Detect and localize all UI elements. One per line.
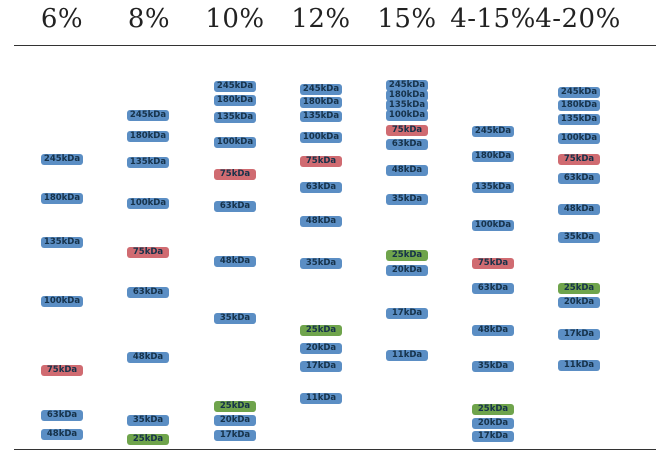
band-48kda-12pct: 48kDa — [300, 215, 342, 227]
band-48kda-10pct: 48kDa — [214, 255, 256, 267]
band-63kda-8pct: 63kDa — [127, 286, 169, 298]
band-35kda-10pct: 35kDa — [214, 312, 256, 324]
band-17kda-10pct: 17kDa — [214, 429, 256, 441]
lane-header-10: 10% — [205, 4, 265, 34]
band-245kda-15pct: 245kDa — [386, 79, 428, 91]
band-35kda-15pct: 35kDa — [386, 193, 428, 205]
band-25kda-8pct: 25kDa — [127, 433, 169, 445]
band-100kda-8pct: 100kDa — [127, 197, 169, 209]
band-11kda-4-20pct: 11kDa — [558, 359, 600, 371]
band-75kda-12pct: 75kDa — [300, 155, 342, 167]
band-245kda-12pct: 245kDa — [300, 83, 342, 95]
band-25kda-12pct: 25kDa — [300, 324, 342, 336]
band-11kda-15pct: 11kDa — [386, 349, 428, 361]
band-20kda-12pct: 20kDa — [300, 342, 342, 354]
band-245kda-4-15pct: 245kDa — [472, 125, 514, 137]
band-135kda-15pct: 135kDa — [386, 99, 428, 111]
band-35kda-8pct: 35kDa — [127, 414, 169, 426]
band-63kda-12pct: 63kDa — [300, 181, 342, 193]
band-245kda-8pct: 245kDa — [127, 109, 169, 121]
band-245kda-10pct: 245kDa — [214, 80, 256, 92]
band-25kda-4-20pct: 25kDa — [558, 282, 600, 294]
lane-header-12: 12% — [291, 4, 351, 34]
lane-header-4-20: 4-20% — [535, 4, 621, 34]
band-75kda-4-20pct: 75kDa — [558, 153, 600, 165]
band-17kda-12pct: 17kDa — [300, 360, 342, 372]
band-75kda-10pct: 75kDa — [214, 168, 256, 180]
band-25kda-4-15pct: 25kDa — [472, 403, 514, 415]
band-48kda-4-20pct: 48kDa — [558, 203, 600, 215]
band-135kda-4-20pct: 135kDa — [558, 113, 600, 125]
band-75kda-4-15pct: 75kDa — [472, 257, 514, 269]
band-75kda-15pct: 75kDa — [386, 124, 428, 136]
band-180kda-10pct: 180kDa — [214, 94, 256, 106]
band-48kda-4-15pct: 48kDa — [472, 324, 514, 336]
band-63kda-4-20pct: 63kDa — [558, 172, 600, 184]
band-100kda-15pct: 100kDa — [386, 109, 428, 121]
band-35kda-12pct: 35kDa — [300, 257, 342, 269]
band-245kda-4-20pct: 245kDa — [558, 86, 600, 98]
band-100kda-12pct: 100kDa — [300, 131, 342, 143]
lane-header-4-15: 4-15% — [450, 4, 536, 34]
band-63kda-6pct: 63kDa — [41, 409, 83, 421]
band-100kda-6pct: 100kDa — [41, 295, 83, 307]
footer-rule — [14, 449, 656, 450]
band-135kda-10pct: 135kDa — [214, 111, 256, 123]
band-100kda-10pct: 100kDa — [214, 136, 256, 148]
band-35kda-4-20pct: 35kDa — [558, 231, 600, 243]
band-63kda-15pct: 63kDa — [386, 138, 428, 150]
band-180kda-4-20pct: 180kDa — [558, 99, 600, 111]
band-180kda-6pct: 180kDa — [41, 192, 83, 204]
band-135kda-4-15pct: 135kDa — [472, 181, 514, 193]
band-35kda-4-15pct: 35kDa — [472, 360, 514, 372]
band-17kda-4-20pct: 17kDa — [558, 328, 600, 340]
band-135kda-8pct: 135kDa — [127, 156, 169, 168]
band-180kda-15pct: 180kDa — [386, 89, 428, 101]
band-63kda-4-15pct: 63kDa — [472, 282, 514, 294]
band-48kda-15pct: 48kDa — [386, 164, 428, 176]
band-180kda-8pct: 180kDa — [127, 130, 169, 142]
header-rule — [14, 45, 656, 46]
band-25kda-15pct: 25kDa — [386, 249, 428, 261]
band-20kda-10pct: 20kDa — [214, 414, 256, 426]
band-48kda-8pct: 48kDa — [127, 351, 169, 363]
band-25kda-10pct: 25kDa — [214, 400, 256, 412]
band-17kda-15pct: 17kDa — [386, 307, 428, 319]
band-75kda-8pct: 75kDa — [127, 246, 169, 258]
lane-header-6: 6% — [40, 4, 84, 34]
band-100kda-4-15pct: 100kDa — [472, 219, 514, 231]
band-11kda-12pct: 11kDa — [300, 392, 342, 404]
band-20kda-4-15pct: 20kDa — [472, 417, 514, 429]
band-20kda-4-20pct: 20kDa — [558, 296, 600, 308]
band-245kda-6pct: 245kDa — [41, 153, 83, 165]
band-20kda-15pct: 20kDa — [386, 264, 428, 276]
band-135kda-12pct: 135kDa — [300, 110, 342, 122]
band-48kda-6pct: 48kDa — [41, 428, 83, 440]
band-63kda-10pct: 63kDa — [214, 200, 256, 212]
band-100kda-4-20pct: 100kDa — [558, 132, 600, 144]
lane-header-15: 15% — [377, 4, 437, 34]
band-180kda-12pct: 180kDa — [300, 96, 342, 108]
band-75kda-6pct: 75kDa — [41, 364, 83, 376]
band-17kda-4-15pct: 17kDa — [472, 430, 514, 442]
band-180kda-4-15pct: 180kDa — [472, 150, 514, 162]
band-135kda-6pct: 135kDa — [41, 236, 83, 248]
lane-header-8: 8% — [127, 4, 171, 34]
